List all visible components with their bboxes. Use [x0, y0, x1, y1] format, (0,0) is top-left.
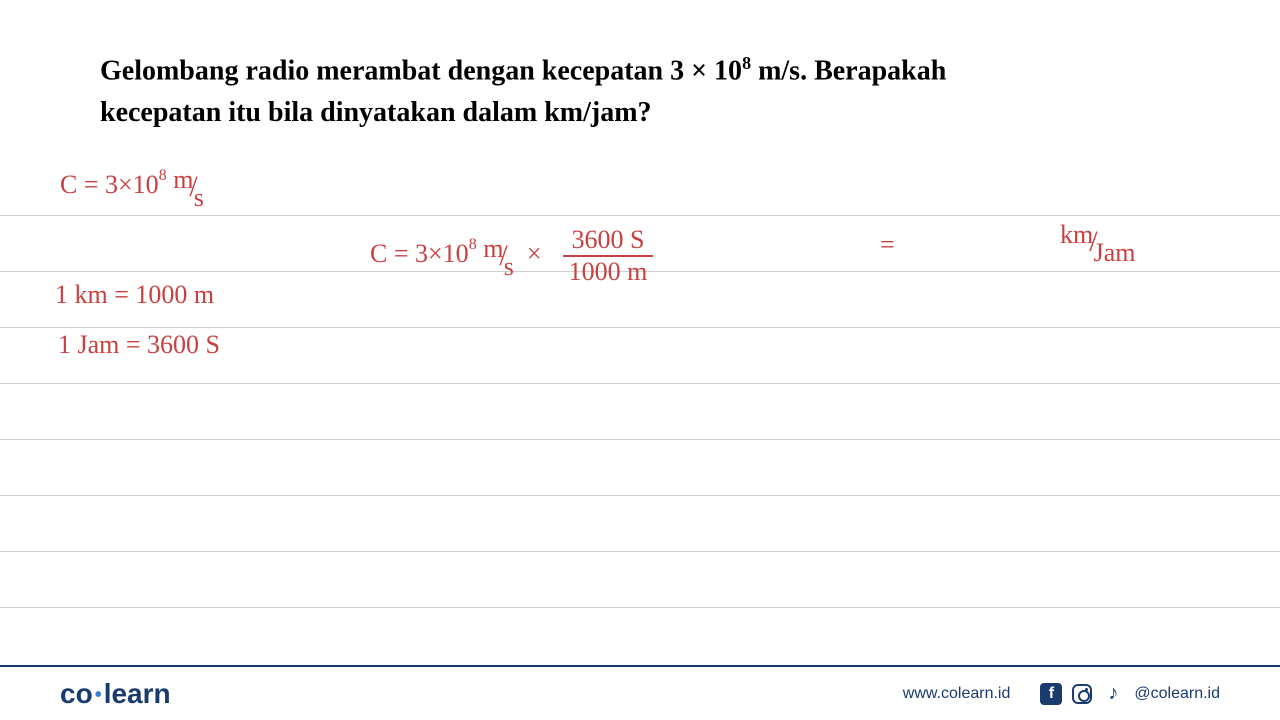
- hw-unit-m: m: [173, 165, 193, 194]
- handwriting-conversion: C = 3×108 m/s × 3600 S 1000 m: [370, 225, 661, 287]
- hw-result-kmjam: km/Jam: [1060, 225, 1135, 259]
- ruled-line: [0, 552, 1280, 608]
- logo-co: co: [60, 678, 93, 709]
- social-icons: f ♪ @colearn.id: [1040, 683, 1220, 705]
- handwriting-equals: =: [880, 230, 895, 260]
- logo-learn: learn: [104, 678, 171, 709]
- facebook-icon: f: [1040, 683, 1062, 705]
- question-line2: kecepatan itu bila dinyatakan dalam km/j…: [100, 97, 652, 128]
- hw-conv-unit-ms: m/s: [483, 239, 514, 273]
- hw-conv-unit-s: s: [504, 252, 514, 281]
- footer: co•learn www.colearn.id f ♪ @colearn.id: [0, 665, 1280, 720]
- hw-unit-ms: m/s: [173, 170, 204, 204]
- tiktok-icon: ♪: [1102, 683, 1124, 705]
- hw-conv-frac-den: 1000 m: [563, 257, 654, 287]
- ruled-line: [0, 440, 1280, 496]
- hw-equals: =: [880, 230, 895, 259]
- colearn-logo: co•learn: [60, 678, 171, 710]
- hw-conv-val: 3×10: [415, 239, 469, 268]
- handwriting-result-unit: km/Jam: [1060, 225, 1135, 259]
- hw-conv-unit-m: m: [483, 234, 503, 263]
- hw-result-km: km: [1060, 220, 1093, 249]
- hw-jam-eq: 1 Jam = 3600 S: [58, 330, 220, 359]
- hw-conv-c-eq: C =: [370, 239, 409, 268]
- instagram-icon: [1072, 684, 1092, 704]
- question-exponent: 8: [742, 53, 751, 73]
- footer-right: www.colearn.id f ♪ @colearn.id: [903, 683, 1220, 705]
- hw-exp: 8: [159, 167, 167, 184]
- hw-result-jam: Jam: [1094, 238, 1136, 267]
- hw-conv-fraction: 3600 S 1000 m: [563, 225, 654, 287]
- hw-km-eq: 1 km = 1000 m: [55, 280, 214, 309]
- handwriting-given-speed: C = 3×108 m/s: [60, 170, 204, 204]
- handwriting-km-conversion: 1 km = 1000 m: [55, 280, 214, 310]
- hw-conv-exp: 8: [469, 236, 477, 253]
- handwriting-jam-conversion: 1 Jam = 3600 S: [58, 330, 220, 360]
- question-line1-pre: Gelombang radio merambat dengan kecepata…: [100, 55, 742, 86]
- question-line1-post: m/s. Berapakah: [751, 55, 946, 86]
- hw-c-eq: C =: [60, 170, 99, 199]
- ruled-line: [0, 384, 1280, 440]
- hw-val: 3×10: [105, 170, 159, 199]
- website-url: www.colearn.id: [903, 685, 1011, 703]
- question-text: Gelombang radio merambat dengan kecepata…: [0, 0, 1280, 154]
- hw-conv-mult: ×: [527, 239, 542, 268]
- social-handle: @colearn.id: [1134, 685, 1220, 703]
- logo-dot-icon: •: [95, 684, 102, 706]
- hw-unit-s: s: [194, 183, 204, 212]
- hw-conv-frac-num: 3600 S: [563, 225, 654, 257]
- ruled-line: [0, 496, 1280, 552]
